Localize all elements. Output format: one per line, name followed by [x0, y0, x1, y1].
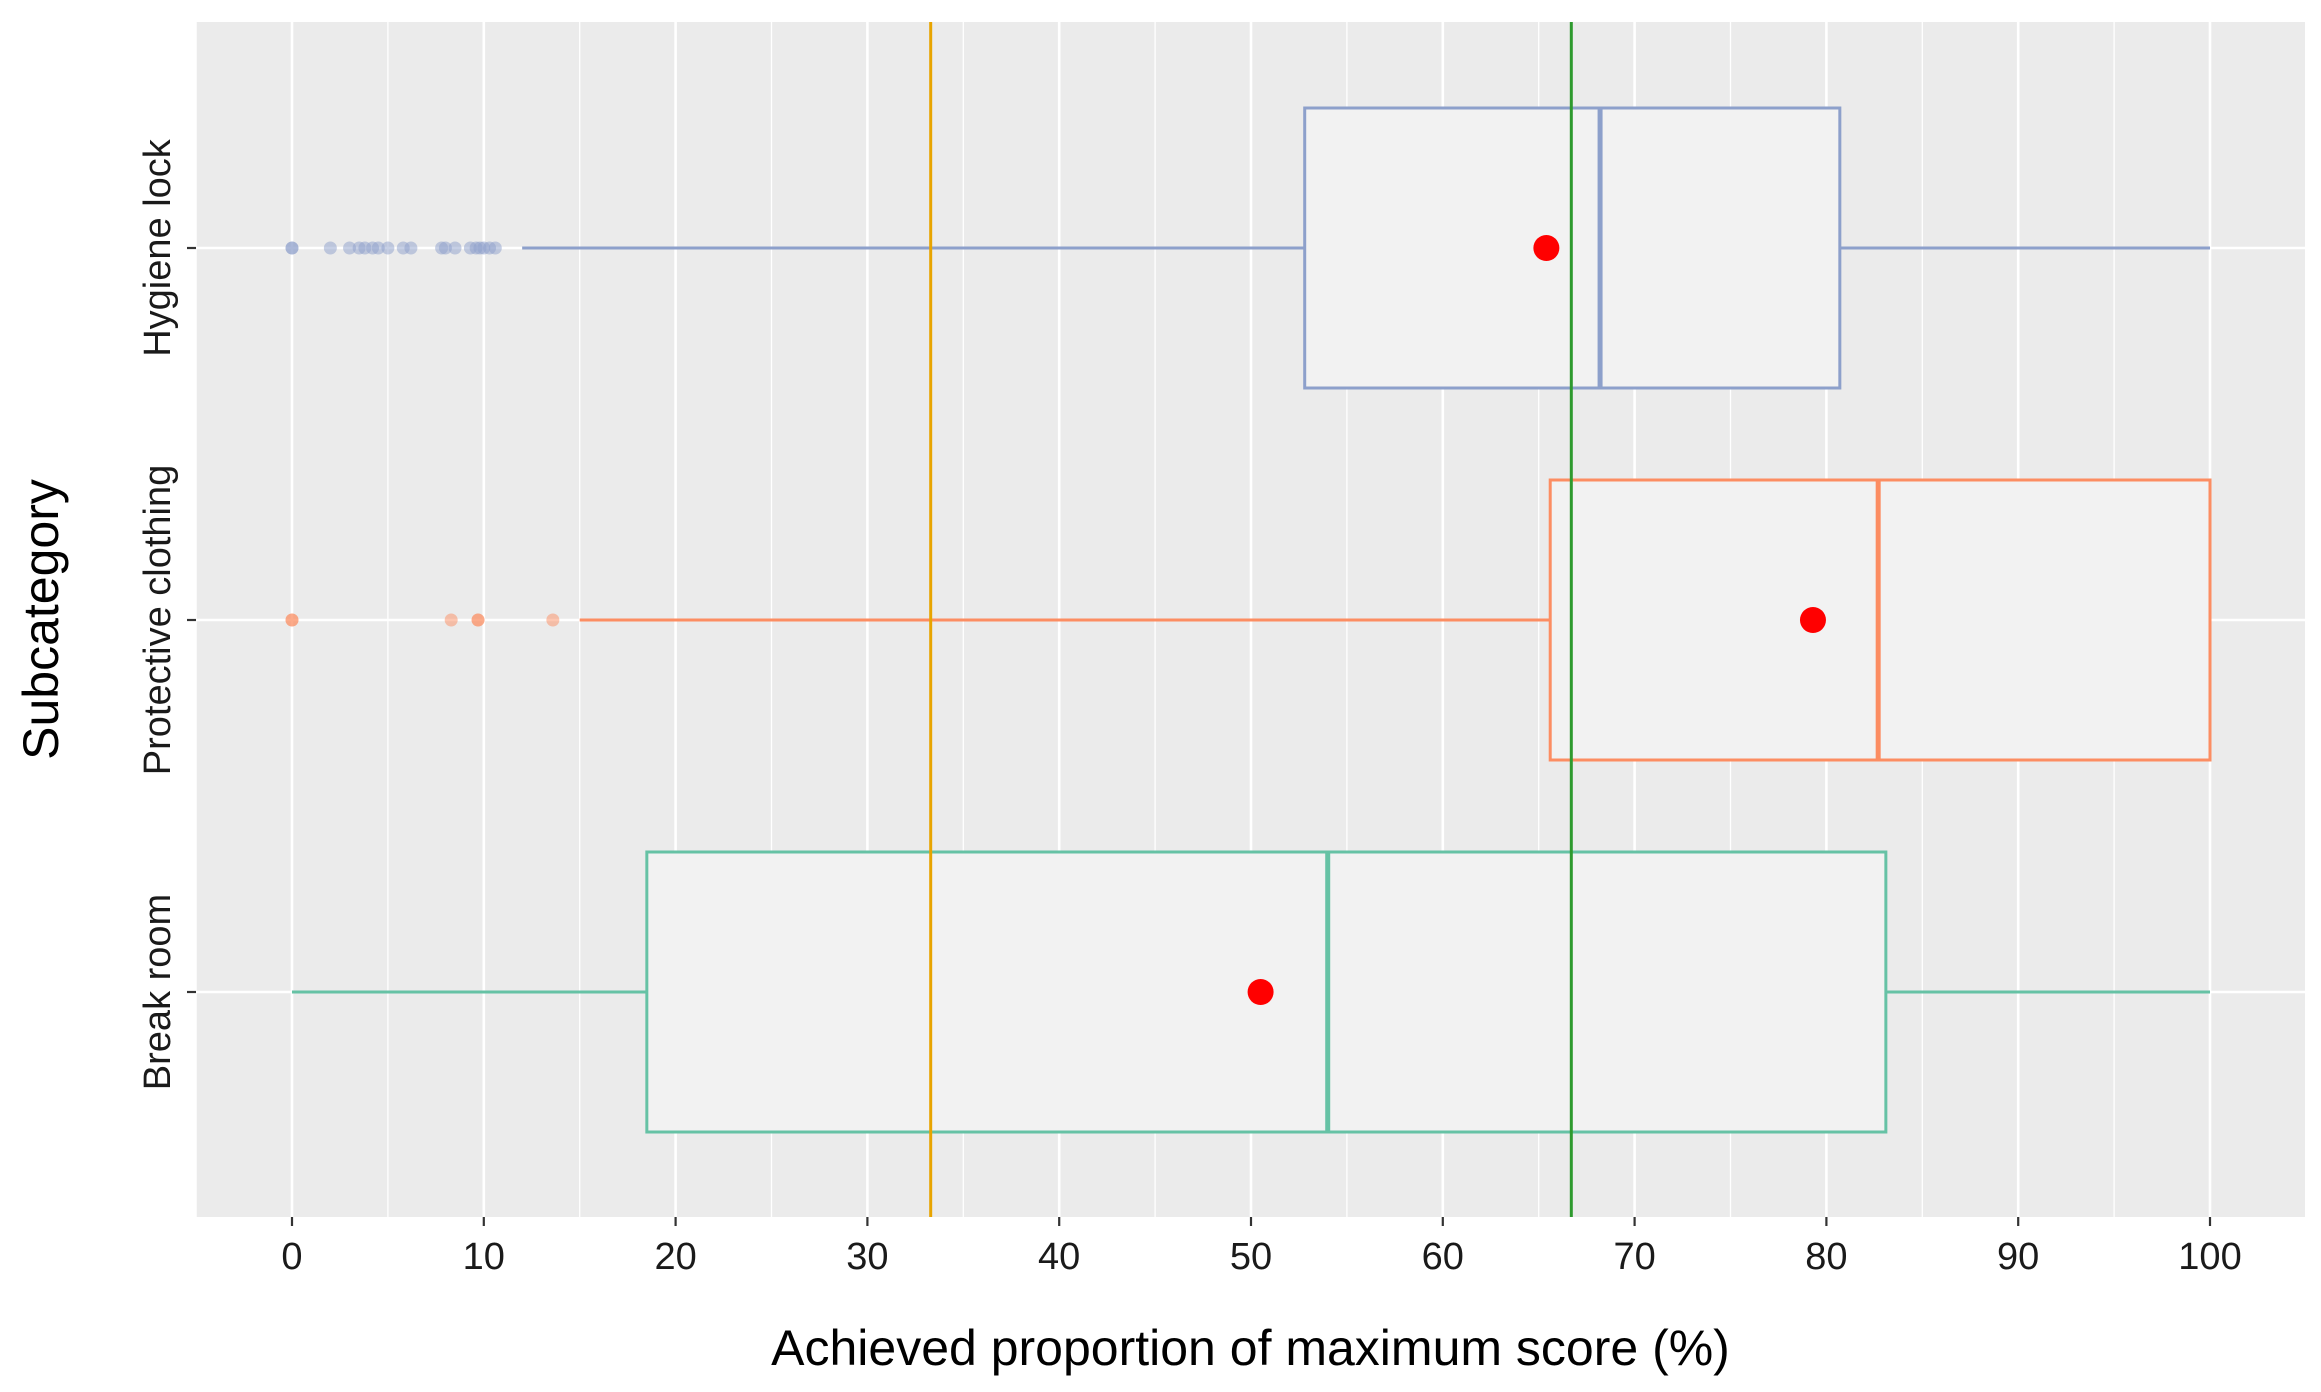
y-tick-label: Hygiene lock [137, 138, 179, 357]
outlier-point [323, 241, 337, 255]
x-tick-label: 80 [1805, 1236, 1847, 1278]
x-tick-label: 70 [1613, 1236, 1655, 1278]
x-axis-title: Achieved proportion of maximum score (%) [771, 1320, 1730, 1376]
axes: 0 10 20 30 40 50 60 70 80 90 100 Hygiene lock Protec… [137, 138, 2242, 1278]
x-tick-label: 100 [2178, 1236, 2241, 1278]
box-break-room [292, 850, 2210, 1134]
reference-lines [929, 22, 1573, 1217]
outlier-point [546, 613, 560, 627]
outlier-point [371, 241, 385, 255]
outlier-point [285, 241, 299, 255]
outlier-point [438, 241, 452, 255]
mean-point [1799, 607, 1826, 633]
outlier-point [285, 613, 299, 627]
box-protective-clothing [285, 478, 2212, 762]
y-tick-label: Break room [137, 894, 179, 1090]
outlier-point [343, 241, 357, 255]
mean-point [1533, 235, 1560, 261]
y-axis-title: Subcategory [13, 479, 69, 760]
boxes [285, 106, 2212, 1134]
x-tick-label: 50 [1230, 1236, 1272, 1278]
mean-point [1247, 979, 1274, 1005]
x-tick-label: 60 [1422, 1236, 1464, 1278]
outlier-point [471, 613, 485, 627]
x-tick-label: 30 [846, 1236, 888, 1278]
x-tick-label: 40 [1038, 1236, 1080, 1278]
outlier-point [381, 241, 395, 255]
x-tick-label: 10 [463, 1236, 505, 1278]
y-tick-label: Protective clothing [137, 465, 179, 776]
x-tick-label: 90 [1997, 1236, 2039, 1278]
outlier-point [404, 241, 418, 255]
x-tick-label: 20 [654, 1236, 696, 1278]
outlier-point [448, 241, 462, 255]
outlier-point [488, 241, 502, 255]
x-tick-label: 0 [281, 1236, 302, 1278]
outlier-point [444, 613, 458, 627]
